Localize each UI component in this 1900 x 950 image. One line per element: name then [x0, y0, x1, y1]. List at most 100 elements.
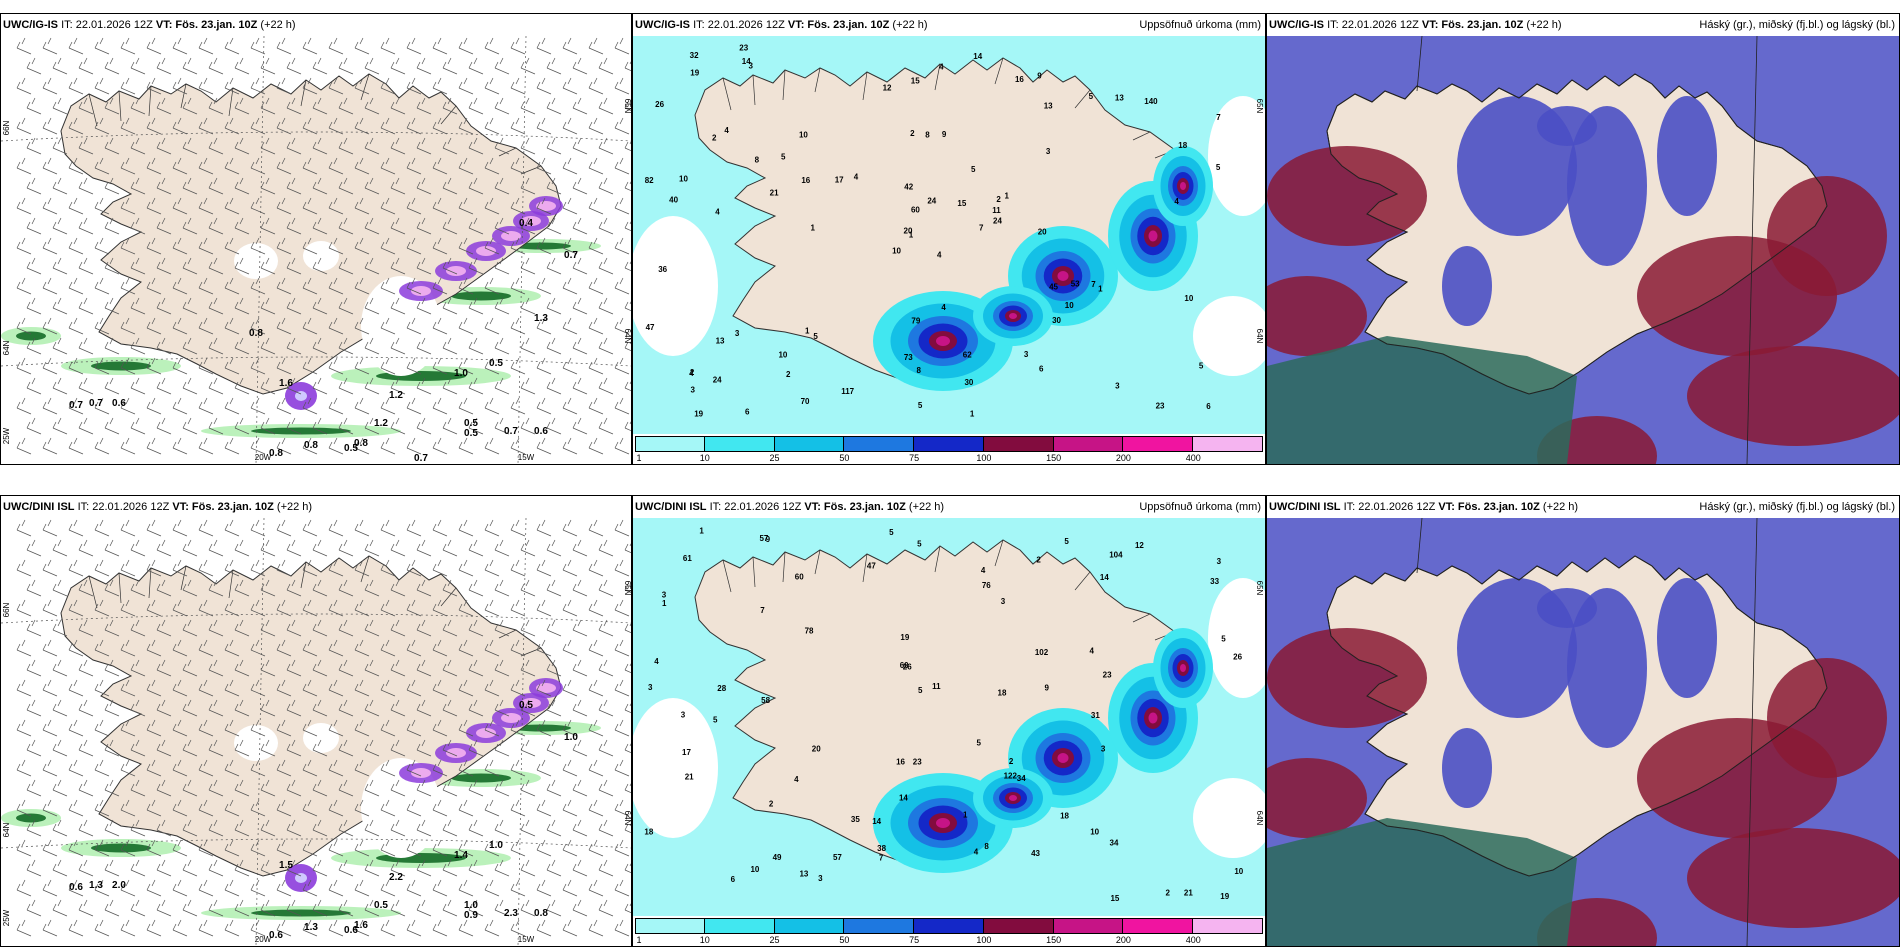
wind-barb: [250, 197, 266, 215]
wind-barb: [94, 357, 110, 375]
wind-barb: [94, 919, 110, 937]
precip-value: 36: [658, 265, 667, 274]
wind-barb: [338, 57, 354, 75]
wind-barb: [198, 437, 214, 455]
wind-barb: [494, 819, 510, 837]
wind-barb: [598, 659, 614, 677]
wind-barb: [598, 579, 614, 597]
wind-barb: [380, 277, 396, 295]
wind-barb: [276, 357, 292, 375]
precip-value: 10: [1065, 301, 1074, 310]
wind-barb: [172, 437, 188, 455]
wind-barb: [380, 759, 396, 777]
wind-barb: [546, 217, 562, 235]
wind-barb: [182, 779, 198, 797]
wind-barb: [260, 819, 276, 837]
colorbar-frame: [635, 918, 1263, 934]
colorbar-swatch: [1053, 436, 1124, 452]
wind-barb: [520, 739, 536, 757]
wind-barb: [432, 759, 448, 777]
precip-value: 5: [917, 540, 922, 549]
wind-barb: [78, 137, 94, 155]
wind-barb: [276, 719, 292, 737]
precip-value: 6: [731, 875, 736, 884]
wind-barb: [588, 919, 604, 937]
wind-barb: [416, 377, 432, 395]
colorbar-frame: [635, 436, 1263, 452]
wind-barb: [520, 97, 536, 115]
wind-barb: [68, 759, 84, 777]
wind-barb: [78, 659, 94, 677]
precip-value: 2: [910, 129, 915, 138]
wind-barb: [364, 619, 380, 637]
wind-barb: [520, 337, 536, 355]
wind-barb: [494, 137, 510, 155]
precip-value: 0.8: [534, 908, 548, 919]
precip-value: 4: [794, 775, 799, 784]
wind-barb: [432, 519, 448, 537]
wind-barb: [614, 237, 630, 255]
wind-barb: [250, 117, 266, 135]
wind-map: 66N 64N 25W 65N 64N 20W 15W 0.4 0.7 1.6 0.5 0.7 0.5 0…: [1, 35, 631, 464]
wind-barb: [94, 37, 110, 55]
wind-barb: [432, 679, 448, 697]
wind-barb: [572, 819, 588, 837]
wind-barb: [458, 839, 474, 857]
wind-barb: [588, 599, 604, 617]
wind-barb: [406, 157, 422, 175]
longitude-line: [517, 35, 527, 464]
wind-barb: [520, 859, 536, 877]
wind-barb: [354, 519, 370, 537]
wind-map-svg: 66N 64N 25W 65N 64N 20W 15W 0.5 1.0 1.5 1.0 0.6 1.0 1…: [1, 517, 631, 946]
wind-barb: [52, 97, 68, 115]
no-precip-area: [234, 243, 278, 279]
wind-barb: [354, 77, 370, 95]
wind-barb: [338, 377, 354, 395]
wind-barb: [406, 37, 422, 55]
wind-barb: [484, 559, 500, 577]
precip-value: 5: [781, 153, 786, 162]
wind-barb: [354, 357, 370, 375]
wind-barb: [588, 277, 604, 295]
wind-barb: [276, 599, 292, 617]
wind-barb: [390, 619, 406, 637]
wind-barb: [172, 317, 188, 335]
wind-barb: [276, 799, 292, 817]
colorbar-label: 400: [1185, 935, 1201, 945]
wind-barb: [494, 619, 510, 637]
wind-barb: [598, 377, 614, 395]
wind-barb: [536, 157, 552, 175]
precip-value: 16: [801, 176, 810, 185]
wind-barb: [562, 679, 578, 697]
wind-barb: [312, 579, 328, 597]
precip-value: 13: [716, 336, 725, 345]
colorbar-swatch: [774, 436, 845, 452]
precip-value: 1.6: [354, 920, 368, 931]
wind-barb: [26, 739, 42, 757]
wind-barb: [364, 257, 380, 275]
wind-barb: [572, 97, 588, 115]
snow-swath-core: [446, 748, 466, 758]
wind-barb: [16, 639, 32, 657]
wind-barb: [432, 639, 448, 657]
wind-barb: [130, 297, 146, 315]
wind-barb: [614, 77, 630, 95]
wind-barb: [328, 839, 344, 857]
precip-value: 0.8: [304, 440, 318, 451]
precip-value: 117: [841, 387, 854, 396]
wind-barb: [536, 879, 552, 897]
wind-barb: [390, 779, 406, 797]
wind-barb: [156, 779, 172, 797]
row1-wind-panel: UWC/IG-IS IT: 22.01.2026 12Z VT: Fös. 23…: [0, 13, 632, 465]
wind-barb: [442, 217, 458, 235]
valid-time: VT: Fös. 23.jan. 10Z: [804, 501, 906, 513]
wind-barb: [468, 377, 484, 395]
wind-barb: [250, 519, 266, 537]
wind-barb: [302, 599, 318, 617]
wind-barb: [172, 397, 188, 415]
wind-barb: [198, 317, 214, 335]
wind-barb: [146, 839, 162, 857]
wind-barb: [52, 699, 68, 717]
wind-barb: [68, 77, 84, 95]
wind-barb: [182, 57, 198, 75]
